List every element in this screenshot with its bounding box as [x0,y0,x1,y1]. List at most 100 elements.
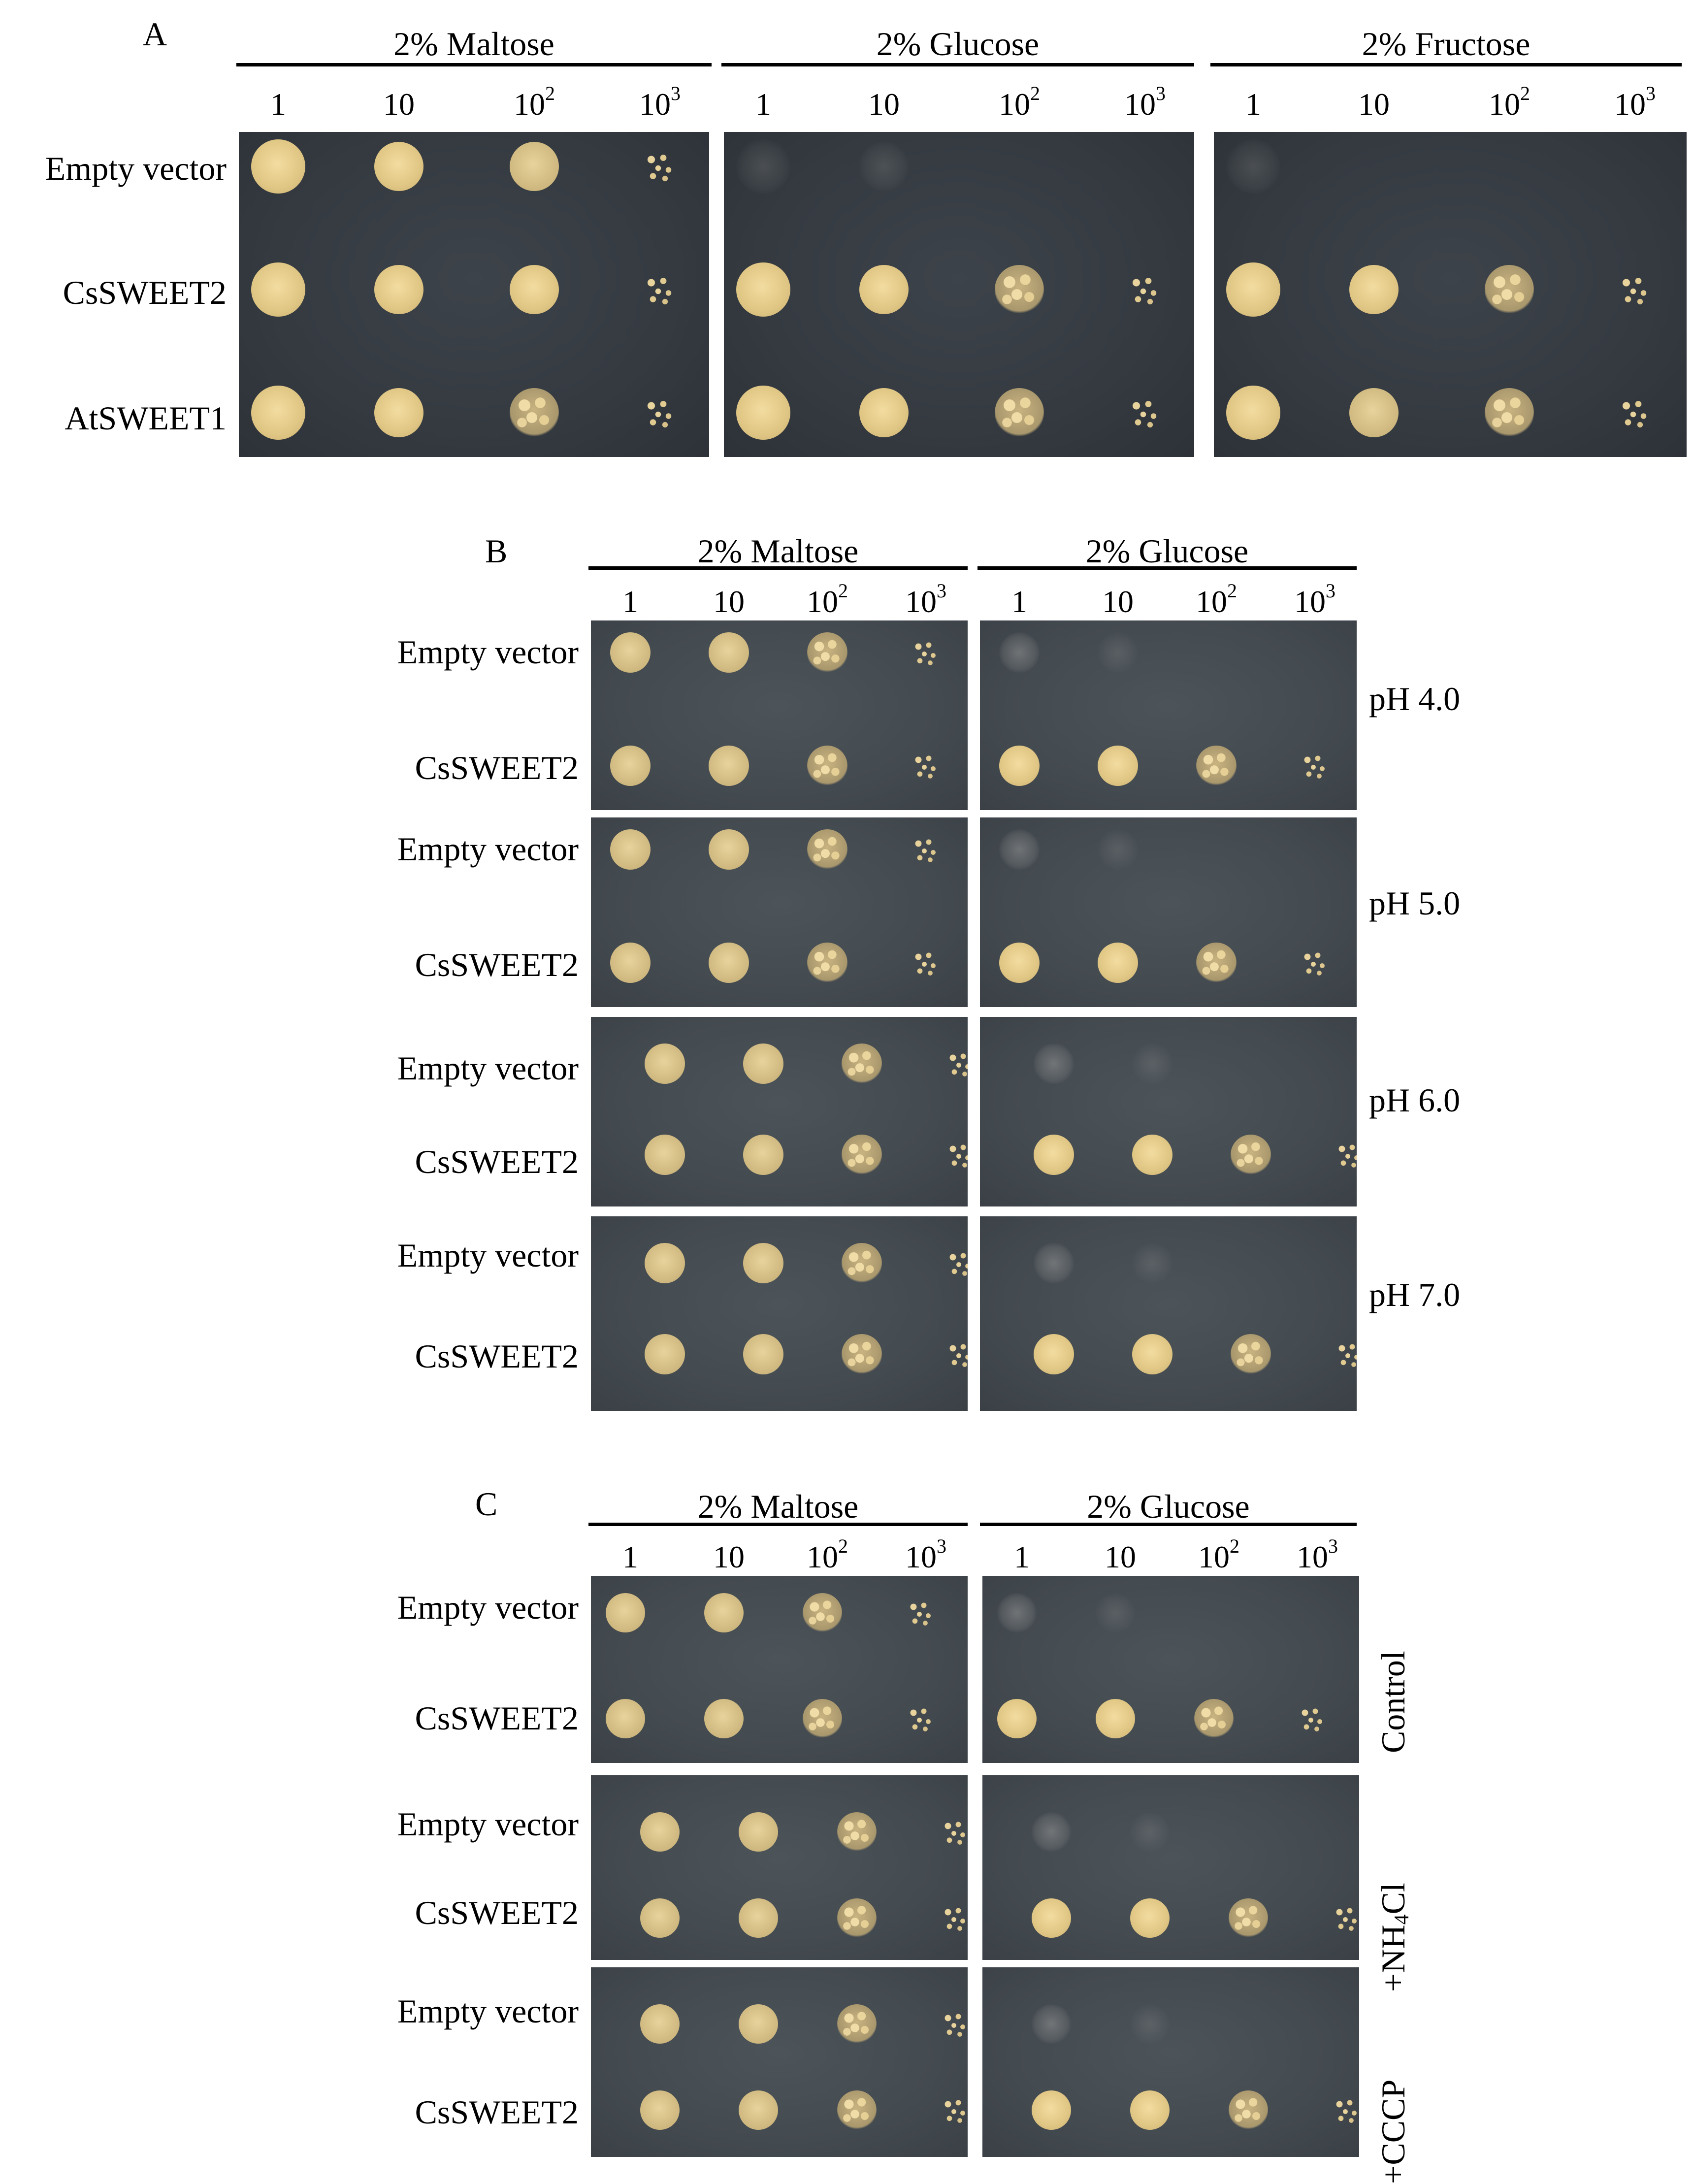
panel-b-colony-spot [1034,1243,1074,1283]
panel-b-plate [591,817,968,1007]
panel-a-row-label: Empty vector [45,150,227,187]
panel-b-colony-spot [807,829,847,870]
panel-c-colony-spot [1298,1704,1327,1733]
panel-b-colony-spot [1196,943,1237,983]
panel-b-colony-spot [1098,632,1138,673]
panel-c-colony-spot [1130,1812,1170,1852]
panel-b-colony-spot [945,1140,968,1170]
panel-c-row-label: CsSWEET2 [415,1894,579,1931]
panel-b-colony-spot [645,1334,685,1374]
panel-b-letter: B [485,532,508,570]
panel-b-colony-spot [999,829,1040,870]
panel-a-colony-spot [643,149,677,184]
panel-b-row-label: CsSWEET2 [415,1143,579,1180]
panel-b-dilution-label: 103 [905,580,946,619]
panel-b-colony-spot [842,1334,882,1374]
panel-a-dilution-label: 10 [383,87,415,122]
panel-c-colony-spot [941,2095,968,2125]
panel-c-colony-spot [997,1699,1037,1738]
panel-a-colony-spot [1349,265,1399,314]
panel-c-colony-spot [739,2090,778,2130]
panel-c-colony-spot [1194,1699,1234,1738]
panel-a-colony-spot [1226,262,1280,317]
panel-b-dilution-label: 10 [1102,584,1134,619]
panel-a-row-label: CsSWEET2 [63,274,227,311]
panel-b-colony-spot [842,1135,882,1175]
panel-a-colony-spot [643,395,677,430]
panel-c-colony-spot [606,1699,645,1738]
panel-c-dilution-label: 103 [1297,1535,1338,1574]
panel-b-colony-spot [999,632,1040,673]
panel-b-colony-spot [1098,829,1138,870]
panel-a-colony-spot [374,142,423,191]
panel-c-plate [591,1967,968,2157]
panel-a-dilution-label: 103 [1124,82,1166,122]
panel-a-header-rule [236,63,712,66]
panel-c-colony-spot [837,1812,877,1852]
panel-b-colony-spot [645,1043,685,1084]
panel-b-colony-spot [911,835,941,864]
panel-c-dilution-label: 10 [1105,1539,1136,1574]
panel-b-colony-spot [1335,1339,1357,1369]
panel-c-dilution-label: 103 [905,1535,946,1574]
panel-b-colony-spot [1196,746,1237,786]
panel-a-dilution-label: 102 [999,82,1040,122]
panel-b-colony-spot [1034,1334,1074,1374]
panel-b-colony-spot [945,1049,968,1078]
panel-a-plate [724,132,1194,457]
panel-c-colony-spot [1032,2004,1071,2044]
panel-b-row-label: Empty vector [397,1237,579,1274]
panel-b-dilution-label: 1 [622,584,638,619]
panel-c-header-rule [588,1523,968,1526]
panel-c-colony-spot [1130,1898,1170,1938]
panel-b-colony-spot [610,632,651,673]
panel-c-plate [591,1775,968,1960]
panel-c-row-label: Empty vector [397,1992,579,2030]
panel-a-dilution-label: 10 [868,87,900,122]
panel-b-row-label: Empty vector [397,1049,579,1087]
panel-a-colony-spot [510,388,559,437]
panel-a-colony-spot [736,139,790,194]
panel-b-row-label: CsSWEET2 [415,1337,579,1375]
panel-c-colony-spot [739,2004,778,2044]
panel-b-colony-spot [911,638,941,667]
panel-b-header-rule [588,566,968,570]
panel-a-colony-spot [374,388,423,437]
panel-c-colony-spot [837,2004,877,2044]
panel-c-colony-spot [803,1593,842,1632]
panel-c-colony-spot [739,1812,778,1852]
panel-a-letter: A [143,15,167,53]
panel-c-colony-spot [739,1898,778,1938]
panel-b-colony-spot [610,829,651,870]
panel-c-colony-spot [1332,2095,1359,2125]
panel-a-colony-spot [1226,139,1280,194]
panel-a-colony-spot [1618,272,1652,307]
panel-c-colony-spot [941,1903,968,1933]
panel-a-plate [239,132,709,457]
panel-a-header-rule [721,63,1194,66]
panel-c-colony-spot [1229,2090,1268,2130]
panel-b-colony-spot [1231,1135,1271,1175]
panel-b-dilution-label: 102 [807,580,848,619]
panel-a-colony-spot [1128,395,1162,430]
panel-b-colony-spot [645,1135,685,1175]
panel-b-plate [980,1017,1357,1206]
panel-a-colony-spot [1485,265,1534,314]
panel-a-dilution-label: 102 [1489,82,1530,122]
panel-b-ph-label: pH 4.0 [1369,680,1461,717]
panel-b-row-label: CsSWEET2 [415,946,579,983]
panel-c-colony-spot [906,1704,936,1733]
panel-b-colony-spot [842,1243,882,1283]
panel-c-colony-spot [803,1699,842,1738]
panel-b-row-label: Empty vector [397,830,579,868]
panel-a-row-label: AtSWEET1 [65,399,227,437]
panel-a-colony-spot [251,262,305,317]
panel-b-colony-spot [743,1043,783,1084]
panel-c-medium-header: 2% Maltose [697,1488,859,1525]
panel-a-colony-spot [1485,388,1534,437]
panel-c-colony-spot [1130,2090,1170,2130]
panel-b-colony-spot [743,1334,783,1374]
panel-b-header-rule [977,566,1357,570]
panel-b-colony-spot [1098,746,1138,786]
